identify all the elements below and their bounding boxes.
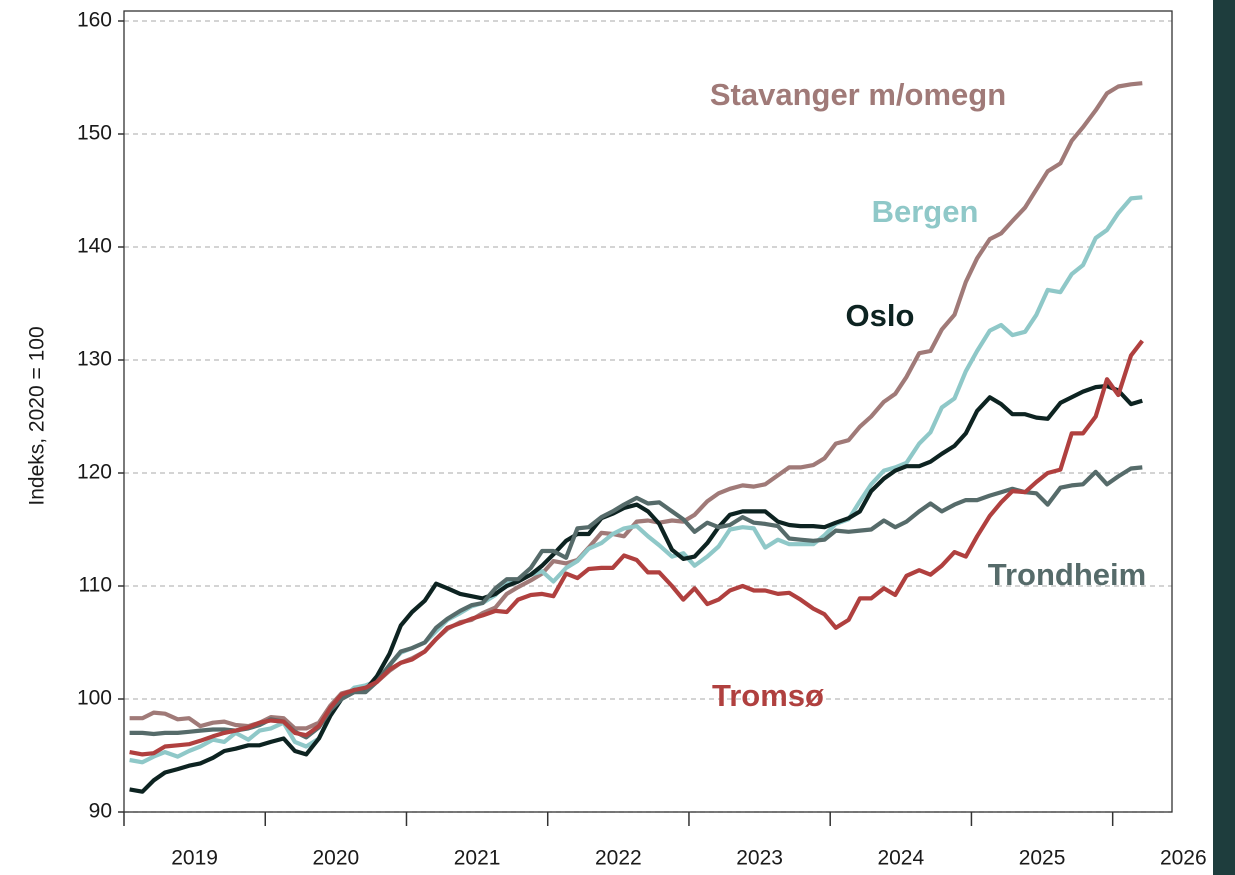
- x-tick-label: 2024: [877, 847, 924, 870]
- y-tick-label: 160: [77, 9, 112, 32]
- series-label: Trondheim: [988, 557, 1146, 592]
- y-tick-label: 90: [89, 800, 112, 823]
- x-tick-label: 2025: [1019, 847, 1066, 870]
- x-tick-label: 2021: [454, 847, 501, 870]
- x-tick-label: 2023: [736, 847, 783, 870]
- y-tick-label: 130: [77, 348, 112, 371]
- series-line: [129, 81, 1143, 731]
- x-tick-label: 2026: [1160, 847, 1207, 870]
- y-tick-label: 100: [77, 687, 112, 710]
- series-line: [129, 383, 1143, 794]
- series-label: Stavanger m/omegn: [710, 77, 1006, 112]
- x-tick-label: 2019: [171, 847, 218, 870]
- plot-frame: [123, 10, 1173, 813]
- y-axis-label: Indeks, 2020 = 100: [26, 326, 49, 505]
- series-label: Bergen: [872, 194, 979, 229]
- series-line: [129, 339, 1144, 757]
- x-tick-label: 2022: [595, 847, 642, 870]
- y-tick-label: 120: [77, 461, 112, 484]
- series-label: Oslo: [846, 298, 915, 333]
- y-tick-label: 140: [77, 235, 112, 258]
- series-label: Tromsø: [712, 678, 824, 713]
- y-tick-label: 150: [77, 122, 112, 145]
- series-line: [129, 465, 1143, 740]
- series-line: [129, 195, 1143, 765]
- y-tick-label: 110: [79, 574, 112, 597]
- x-tick-label: 2020: [313, 847, 360, 870]
- side-bar: [1213, 0, 1235, 875]
